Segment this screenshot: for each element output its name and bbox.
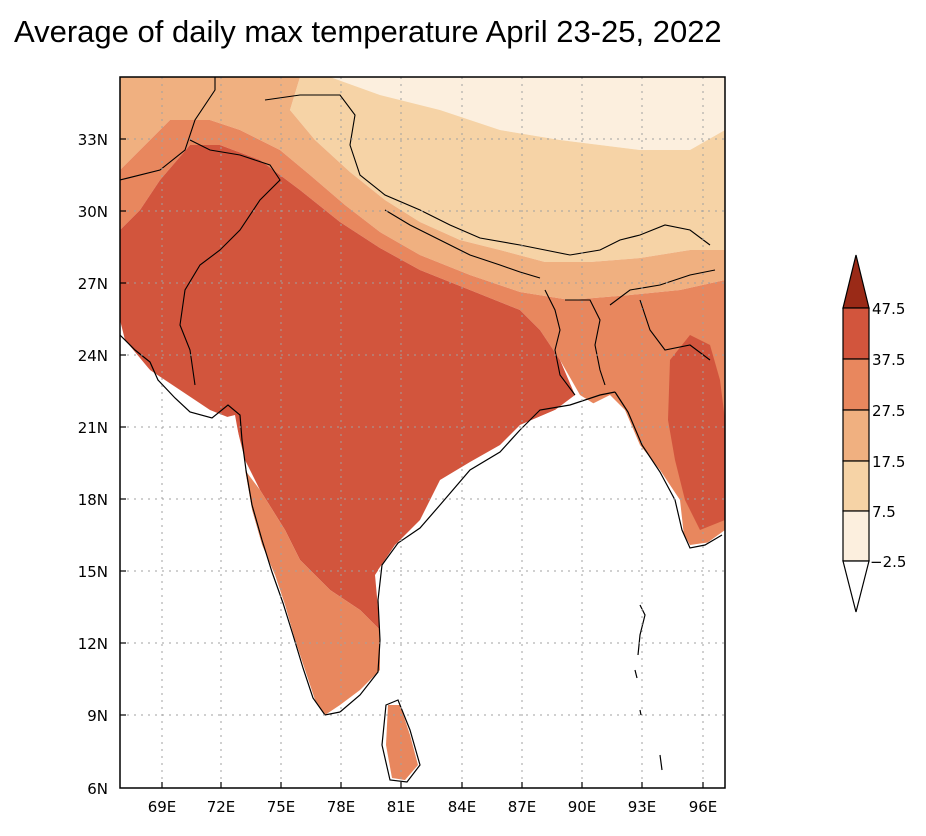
- colorbar-arrow-top: [842, 254, 870, 309]
- lon-label: 72E: [207, 798, 236, 816]
- lon-label: 81E: [387, 798, 416, 816]
- lat-tick-labels: 33N 30N 27N 24N 21N 18N 15N 12N 9N 6N: [78, 131, 108, 798]
- lat-label: 15N: [78, 563, 108, 581]
- lon-label: 75E: [267, 798, 296, 816]
- lon-label: 90E: [568, 798, 597, 816]
- lat-label: 30N: [78, 203, 108, 221]
- colorbar-label: 7.5: [872, 503, 896, 521]
- colorbar-bin-7-17: [842, 460, 870, 512]
- region-north-mild: [120, 77, 725, 300]
- colorbar-arrow-bottom: [842, 560, 870, 613]
- colorbar-labels: 47.5 37.5 27.5 17.5 7.5 −2.5: [870, 300, 906, 571]
- colorbar-label: 17.5: [872, 453, 905, 471]
- colorbar: [842, 254, 870, 613]
- colorbar-label: −2.5: [870, 553, 906, 571]
- lon-label: 69E: [148, 798, 177, 816]
- country-borders: [120, 77, 716, 396]
- colorbar-label: 37.5: [872, 351, 905, 369]
- lat-label: 12N: [78, 635, 108, 653]
- lon-label: 93E: [628, 798, 657, 816]
- graticule: [120, 77, 725, 788]
- colorbar-bin-17-27: [842, 409, 870, 462]
- myanmar-coast: [614, 391, 723, 549]
- lat-label: 24N: [78, 347, 108, 365]
- lon-tick-labels: 69E 72E 75E 78E 81E 84E 87E 90E 93E 96E: [148, 798, 718, 816]
- lon-label: 84E: [448, 798, 477, 816]
- nepal-border: [384, 209, 541, 279]
- region-sri-lanka-top: [386, 705, 418, 780]
- pakistan-india-border: [120, 77, 281, 386]
- lat-label: 21N: [78, 419, 108, 437]
- region-hot-interior: [120, 145, 575, 630]
- india-east-coast: [339, 391, 616, 713]
- sri-lanka-coast: [381, 699, 421, 783]
- colorbar-label: 27.5: [872, 402, 905, 420]
- temperature-field: [120, 77, 725, 788]
- region-plateau-cool: [290, 77, 725, 262]
- colorbar-bin-27-37: [842, 358, 870, 411]
- ocean-mask: [120, 340, 725, 788]
- lon-label: 87E: [508, 798, 537, 816]
- lat-label: 27N: [78, 275, 108, 293]
- colorbar-bin-m2-7: [842, 510, 870, 562]
- bangladesh-border: [544, 289, 606, 396]
- plot-frame: [119, 76, 726, 789]
- colorbar-bin-37-47: [842, 307, 870, 360]
- lon-label: 96E: [689, 798, 718, 816]
- lat-label: 9N: [87, 707, 108, 725]
- map-title: Average of daily max temperature April 2…: [14, 14, 722, 49]
- myanmar-border: [609, 269, 716, 361]
- lon-label: 78E: [327, 798, 356, 816]
- colorbar-label: 47.5: [872, 300, 905, 318]
- region-warm-south: [245, 470, 380, 715]
- china-india-border: [264, 94, 711, 256]
- region-hot-myanmar: [668, 335, 725, 530]
- axis-ticks: [120, 138, 704, 788]
- india-west-coast: [120, 334, 341, 716]
- region-warm-north: [120, 120, 725, 545]
- lat-label: 18N: [78, 491, 108, 509]
- lat-label: 33N: [78, 131, 108, 149]
- lat-label: 6N: [87, 780, 108, 798]
- region-plateau-cold: [330, 77, 725, 150]
